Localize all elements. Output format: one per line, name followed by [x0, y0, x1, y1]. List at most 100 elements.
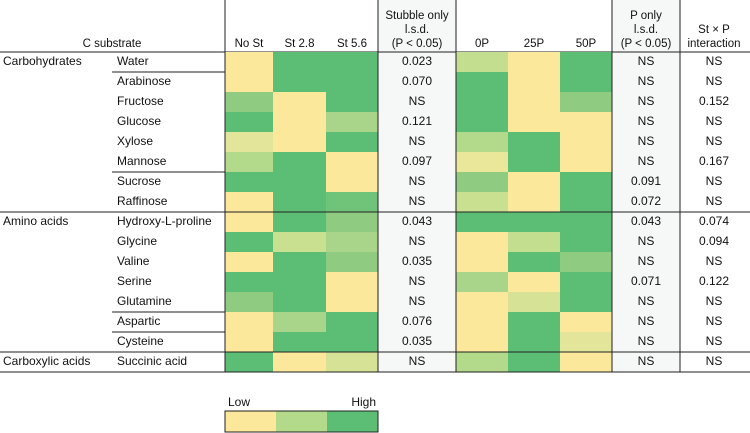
heat-cell	[225, 172, 273, 192]
heat-cell	[456, 352, 508, 372]
header-cell: interaction	[687, 38, 740, 50]
substrate-name: Arabinose	[117, 74, 171, 88]
lsd-value: NS	[638, 354, 655, 368]
heat-cell	[456, 112, 508, 132]
header-cell: St 2.8	[284, 38, 314, 50]
heat-cell	[326, 172, 378, 192]
heat-cell	[273, 312, 326, 332]
legend-label: Low	[228, 395, 250, 409]
substrate-name: Succinic acid	[117, 354, 187, 368]
heat-cell	[225, 72, 273, 92]
heat-cell	[560, 172, 612, 192]
heat-cell	[326, 52, 378, 72]
lsd-value: NS	[638, 294, 655, 308]
heat-cell	[225, 52, 273, 72]
lsd-value: NS	[638, 334, 655, 348]
header-cell: 50P	[576, 38, 597, 50]
lsd-value: 0.121	[402, 114, 432, 128]
lsd-value: NS	[638, 94, 655, 108]
heat-cell	[225, 92, 273, 112]
heat-cell	[560, 52, 612, 72]
heat-cell	[508, 172, 560, 192]
header-cell: l.s.d.	[634, 24, 658, 36]
lsd-value: NS	[638, 134, 655, 148]
heat-cell	[326, 152, 378, 172]
heat-cell	[508, 112, 560, 132]
heat-cell	[225, 132, 273, 152]
lsd-value: NS	[409, 234, 426, 248]
legend-label: High	[351, 395, 376, 409]
header-cell: Stubble only	[385, 10, 449, 22]
lsd-value: 0.076	[402, 314, 432, 328]
interaction-value: NS	[706, 74, 723, 88]
heat-cell	[508, 92, 560, 112]
heat-cell	[326, 352, 378, 372]
heat-cell	[273, 212, 326, 232]
interaction-value: NS	[706, 174, 723, 188]
heat-cell	[508, 132, 560, 152]
heat-cell	[508, 292, 560, 312]
legend-swatch	[225, 411, 276, 432]
heat-cell	[508, 312, 560, 332]
lsd-column-bg	[612, 0, 680, 372]
interaction-value: NS	[706, 334, 723, 348]
heat-cell	[508, 272, 560, 292]
header-cell: P only	[630, 10, 662, 22]
group-label: Amino acids	[3, 214, 68, 228]
interaction-value: NS	[706, 134, 723, 148]
heat-cell	[326, 112, 378, 132]
heat-cell	[326, 192, 378, 212]
heat-cell	[508, 192, 560, 212]
heat-cell	[456, 152, 508, 172]
header-cell: No St	[235, 38, 265, 50]
heat-cell	[225, 192, 273, 212]
lsd-value: NS	[409, 94, 426, 108]
heat-cell	[456, 192, 508, 212]
heat-cell	[273, 272, 326, 292]
lsd-value: 0.070	[402, 74, 432, 88]
heat-cell	[326, 332, 378, 352]
heat-cell	[456, 332, 508, 352]
header-cell: C substrate	[83, 38, 142, 50]
header-cell: (P < 0.05)	[392, 38, 443, 50]
lsd-value: NS	[409, 174, 426, 188]
heat-cell	[560, 272, 612, 292]
heat-cell	[456, 172, 508, 192]
substrate-name: Valine	[117, 254, 150, 268]
heat-cell	[560, 72, 612, 92]
heat-cell	[225, 252, 273, 272]
lsd-value: NS	[638, 234, 655, 248]
heat-cell	[273, 332, 326, 352]
heat-cell	[456, 232, 508, 252]
heat-cell	[560, 132, 612, 152]
heat-cell	[225, 232, 273, 252]
heat-cell	[560, 232, 612, 252]
substrate-name: Water	[117, 54, 149, 68]
legend-frame	[224, 410, 379, 433]
header-cell: St 5.6	[337, 38, 367, 50]
heat-cell	[508, 232, 560, 252]
heat-cell	[560, 152, 612, 172]
heat-cell	[326, 292, 378, 312]
lsd-value: 0.072	[631, 194, 661, 208]
heat-cell	[456, 72, 508, 92]
lsd-value: 0.035	[402, 334, 432, 348]
substrate-name: Aspartic	[117, 314, 160, 328]
substrate-name: Hydroxy-L-proline	[117, 214, 212, 228]
interaction-value: 0.074	[699, 214, 729, 228]
lsd-value: 0.091	[631, 174, 661, 188]
heat-cell	[273, 92, 326, 112]
heat-cell	[560, 332, 612, 352]
heat-cell	[273, 132, 326, 152]
heat-cell	[273, 292, 326, 312]
heat-cell	[456, 212, 508, 232]
heat-cell	[225, 352, 273, 372]
heat-cell	[456, 92, 508, 112]
heat-cell	[508, 152, 560, 172]
heat-cell	[225, 212, 273, 232]
heat-cell	[273, 232, 326, 252]
lsd-value: NS	[638, 54, 655, 68]
lsd-value: NS	[638, 114, 655, 128]
heat-cell	[225, 312, 273, 332]
